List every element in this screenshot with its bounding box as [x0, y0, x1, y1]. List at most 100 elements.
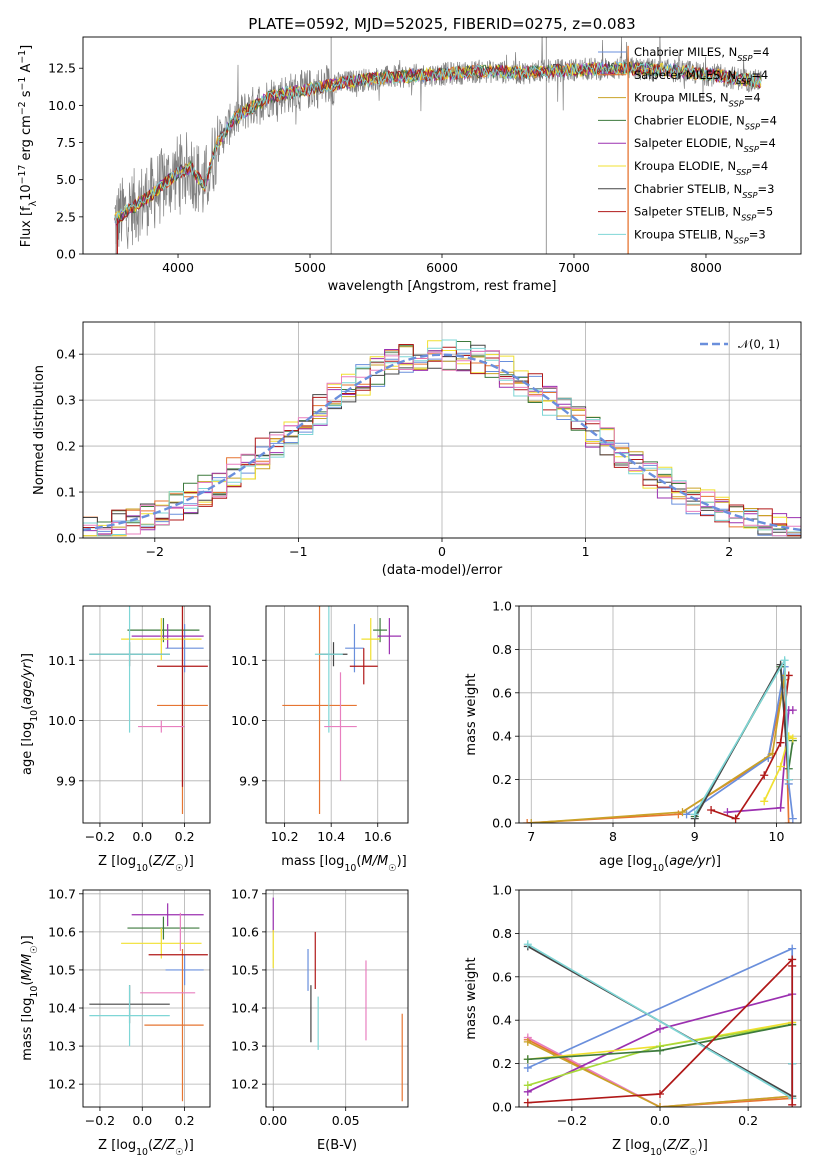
- y-tick-label: 0.0: [492, 1100, 512, 1115]
- marker-plus: [656, 1089, 664, 1098]
- marker-plus: [707, 805, 716, 814]
- x-axis-label: E(B-V): [317, 1138, 357, 1153]
- y-tick-label: 0.6: [492, 685, 512, 700]
- x-tick-label: 0.0: [650, 1113, 670, 1128]
- legend-entry: Chabrier ELODIE, NSSP=4: [634, 113, 777, 131]
- plot-area-age_vs_mass: [282, 606, 402, 814]
- legend-entry: Chabrier STELIB, NSSP=3: [634, 182, 774, 200]
- legend-entry: Kroupa MILES, NSSP=4: [634, 91, 761, 109]
- x-tick-label: 0.00: [259, 1113, 287, 1128]
- panel-age_vs_mass: 10.2 10.4 10.6 9.9 10.0 10.1 mass [log10(M/M☉)…: [231, 605, 409, 874]
- y-axis-label: age [log10(age/yr)]: [20, 653, 40, 775]
- legend: Chabrier MILES, NSSP=4 Salpeter MILES, NS…: [598, 45, 777, 245]
- marker-plus: [784, 775, 793, 784]
- y-tick-label: 0.2: [492, 1056, 512, 1071]
- x-tick-label: 7000: [558, 260, 590, 275]
- y-tick-label: 0.4: [492, 729, 512, 744]
- marker-plus: [523, 1081, 532, 1090]
- series-salpeter-miles: [527, 1038, 793, 1107]
- marker-plus: [656, 1024, 664, 1033]
- marker-plus: [523, 1098, 532, 1107]
- marker-plus: [523, 940, 532, 949]
- marker-plus: [788, 1100, 797, 1107]
- y-tick-label: 10.2: [231, 1077, 259, 1092]
- plot-area-mass_vs_EBV: [272, 897, 403, 1102]
- marker-plus: [527, 819, 536, 823]
- panel-mass_weight_vs_Z: −0.2 0.0 0.2 0.0 0.2 0.4 0.6 0.8 1.0 Z [log10(Z/Z…: [464, 883, 802, 1158]
- marker-plus: [780, 656, 789, 665]
- model-salpeter-stelib: [114, 62, 762, 225]
- y-tick-label: 10.6: [231, 924, 259, 939]
- x-tick-label: 10: [769, 829, 785, 844]
- axes-frame: [82, 605, 211, 824]
- y-tick-label: 9.9: [239, 773, 259, 788]
- marker-plus: [523, 1063, 532, 1072]
- y-tick-label: 0.0: [56, 247, 76, 262]
- y-tick-label: 10.4: [48, 1001, 76, 1016]
- marker-plus: [784, 671, 793, 680]
- y-tick-label: 0.3: [56, 393, 76, 408]
- axes-frame: [265, 605, 409, 824]
- series-salpeter-miles: [527, 679, 790, 823]
- x-tick-label: 0.0: [132, 1113, 152, 1128]
- marker-plus: [723, 808, 732, 817]
- legend-entry: Salpeter STELIB, NSSP=5: [634, 205, 773, 223]
- x-tick-label: 0.2: [175, 1113, 195, 1128]
- y-tick-label: 0.4: [56, 347, 76, 362]
- x-tick-label: −1: [289, 544, 307, 559]
- x-axis-label: (data-model)/error: [382, 563, 503, 578]
- x-tick-label: 10.4: [317, 829, 345, 844]
- y-tick-label: 0.2: [492, 772, 512, 787]
- x-tick-label: 8000: [690, 260, 722, 275]
- marker-plus: [788, 944, 797, 953]
- y-tick-label: 1.0: [492, 883, 512, 898]
- x-tick-label: 1: [582, 544, 590, 559]
- panel-mass_vs_EBV: 0.00 0.05 10.2 10.3 10.4 10.5 10.6 10.7 E(B-V): [231, 886, 409, 1153]
- y-tick-label: 0.0: [492, 816, 512, 831]
- y-axis-label: mass weight: [464, 957, 479, 1039]
- plot-area-spectrum: [114, 37, 762, 254]
- y-tick-label: 10.5: [231, 962, 259, 977]
- x-axis-label: Z [log10(Z/Z☉)]: [98, 1138, 194, 1158]
- y-axis-label: Flux [fλ10−17 erg cm−2 s−1 A−1]: [17, 45, 39, 247]
- axes-frame: [518, 605, 802, 824]
- y-tick-label: 0.2: [56, 439, 76, 454]
- series-salpeter-stelib: [710, 675, 790, 820]
- y-tick-label: 10.6: [48, 924, 76, 939]
- x-tick-label: −0.2: [557, 1113, 587, 1128]
- legend-entry: Kroupa ELODIE, NSSP=4: [634, 159, 768, 177]
- y-tick-label: 0.1: [56, 485, 76, 500]
- normal-curve: [83, 353, 801, 532]
- axes-frame: [265, 889, 409, 1108]
- x-tick-label: −0.2: [85, 829, 115, 844]
- marker-plus: [656, 1046, 664, 1055]
- marker-plus: [523, 1055, 532, 1064]
- legend-entry: Kroupa STELIB, NSSP=3: [634, 227, 766, 245]
- y-tick-label: 5.0: [56, 172, 76, 187]
- axes-frame: [518, 889, 802, 1108]
- series-kroupa-miles: [527, 1041, 793, 1107]
- x-axis-label: wavelength [Angstrom, rest frame]: [328, 279, 557, 294]
- marker-plus: [760, 797, 769, 806]
- marker-plus: [523, 1037, 532, 1046]
- x-tick-label: 8: [609, 829, 617, 844]
- x-tick-label: −2: [146, 544, 164, 559]
- x-tick-label: 7: [527, 829, 535, 844]
- marker-plus: [788, 814, 797, 823]
- plot-area-age_vs_Z: [89, 606, 208, 814]
- y-tick-label: 1.0: [492, 599, 512, 614]
- x-tick-label: 10.6: [364, 829, 392, 844]
- x-tick-label: 5000: [294, 260, 326, 275]
- y-tick-label: 10.1: [231, 653, 259, 668]
- marker-plus: [784, 819, 793, 823]
- plot-area-mass_vs_Z: [89, 903, 208, 1102]
- y-tick-label: 10.4: [231, 1001, 259, 1016]
- marker-plus: [760, 771, 769, 780]
- legend-entry: Chabrier MILES, NSSP=4: [634, 45, 769, 63]
- panel-mass_weight_vs_age: 7 8 9 10 0.0 0.2 0.4 0.6 0.8 1.0 age [log10(age/yr…: [464, 599, 802, 874]
- y-tick-label: 0.0: [56, 531, 76, 546]
- y-tick-label: 10.3: [48, 1039, 76, 1054]
- plot-area-mass_weight_vs_age: [523, 656, 797, 823]
- y-axis-label: mass weight: [464, 673, 479, 755]
- y-tick-label: 10.1: [48, 653, 76, 668]
